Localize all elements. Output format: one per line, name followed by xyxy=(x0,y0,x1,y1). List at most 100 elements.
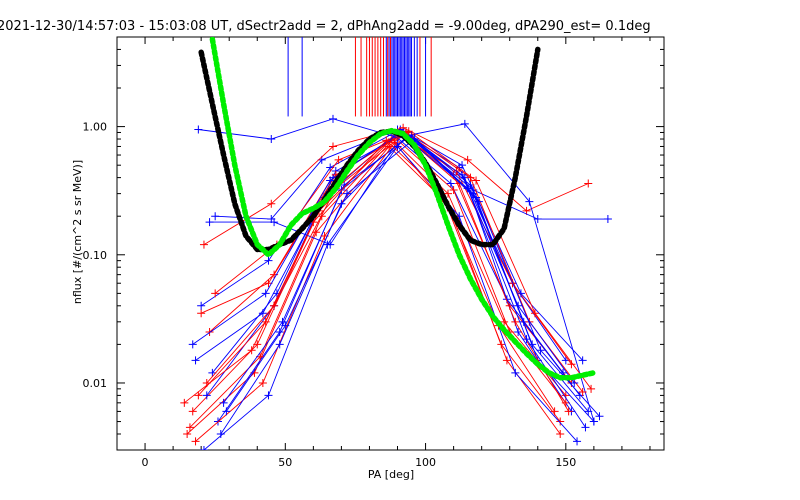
data-point xyxy=(211,289,220,298)
series-line xyxy=(186,145,561,435)
data-series xyxy=(180,114,612,450)
data-point xyxy=(570,378,579,387)
data-point xyxy=(264,391,273,400)
data-point xyxy=(202,391,211,400)
data-point xyxy=(191,437,200,446)
data-point xyxy=(222,407,231,416)
chart-title: 2021-12-30/14:57:03 - 15:03:08 UT, dSect… xyxy=(0,19,651,34)
series-line xyxy=(189,136,567,428)
data-point xyxy=(458,161,467,170)
data-point xyxy=(261,289,270,298)
y-tick-label: 0.01 xyxy=(83,377,108,390)
data-point xyxy=(536,346,545,355)
data-point xyxy=(188,407,197,416)
data-point xyxy=(264,256,273,265)
data-point xyxy=(595,412,604,421)
data-point xyxy=(581,423,590,432)
data-point xyxy=(205,327,214,336)
data-point xyxy=(194,125,203,134)
data-point xyxy=(573,437,582,446)
data-point xyxy=(267,199,276,208)
data-point xyxy=(589,417,598,426)
data-point xyxy=(191,356,200,365)
data-point xyxy=(472,193,481,202)
data-point xyxy=(194,391,203,400)
data-point xyxy=(511,317,520,326)
data-point xyxy=(533,215,542,224)
data-point xyxy=(270,218,279,227)
data-point xyxy=(323,240,332,249)
data-point xyxy=(587,384,596,393)
data-point xyxy=(199,446,208,450)
data-point xyxy=(180,398,189,407)
data-point xyxy=(343,189,352,198)
data-point xyxy=(474,197,483,206)
data-point xyxy=(463,155,472,164)
data-point xyxy=(446,179,455,188)
y-tick-label: 0.10 xyxy=(83,249,108,262)
data-point xyxy=(514,301,523,310)
data-point xyxy=(472,176,481,185)
data-point xyxy=(197,301,206,310)
data-point xyxy=(326,176,335,185)
data-point xyxy=(382,136,391,145)
data-point xyxy=(550,407,559,416)
data-point xyxy=(449,186,458,195)
data-point xyxy=(564,407,573,416)
fit-curve-green xyxy=(209,37,597,381)
series-line xyxy=(212,131,581,396)
data-point xyxy=(334,155,343,164)
data-point xyxy=(404,127,413,136)
x-tick-label: 150 xyxy=(555,456,576,469)
data-point xyxy=(502,356,511,365)
data-point xyxy=(567,360,576,369)
data-point xyxy=(584,179,593,188)
data-point xyxy=(556,417,565,426)
y-tick-label: 1.00 xyxy=(83,121,108,134)
data-point xyxy=(208,368,217,377)
data-point xyxy=(458,170,467,179)
data-point xyxy=(530,309,539,318)
data-point xyxy=(516,289,525,298)
x-tick-labels: 0 50 100 150 xyxy=(142,456,577,469)
data-point xyxy=(328,142,337,151)
y-tick-labels: 0.01 0.10 1.00 xyxy=(83,121,108,390)
x-tick-label: 50 xyxy=(278,456,292,469)
x-axis-label: PA [deg] xyxy=(368,468,414,481)
data-point xyxy=(197,309,206,318)
fit-curve-black xyxy=(198,46,541,253)
data-point xyxy=(578,356,587,365)
data-point xyxy=(275,340,284,349)
data-point xyxy=(188,340,197,349)
data-point xyxy=(205,218,214,227)
data-point xyxy=(578,388,587,397)
data-point xyxy=(514,327,523,336)
data-point xyxy=(267,135,276,144)
vertical-markers xyxy=(287,37,432,117)
data-point xyxy=(511,368,520,377)
series-line xyxy=(198,118,595,422)
series-line xyxy=(209,131,608,246)
data-point xyxy=(500,317,509,326)
data-point xyxy=(460,119,469,128)
data-point xyxy=(556,429,565,438)
data-point xyxy=(258,378,267,387)
series-line xyxy=(214,130,592,390)
data-point xyxy=(185,423,194,432)
series-line xyxy=(223,134,595,422)
data-point xyxy=(281,321,290,330)
series-line xyxy=(195,141,561,442)
data-point xyxy=(199,240,208,249)
data-point xyxy=(183,429,192,438)
data-point xyxy=(328,114,337,123)
data-point xyxy=(219,398,228,407)
data-point xyxy=(603,215,612,224)
data-point xyxy=(216,429,225,438)
y-axis-label: nflux [#/(cm^2 s sr MeV)] xyxy=(71,160,84,304)
series-line xyxy=(215,128,567,361)
x-tick-label: 0 xyxy=(142,456,149,469)
data-point xyxy=(211,212,220,221)
data-point xyxy=(466,173,475,182)
data-point xyxy=(522,335,531,344)
